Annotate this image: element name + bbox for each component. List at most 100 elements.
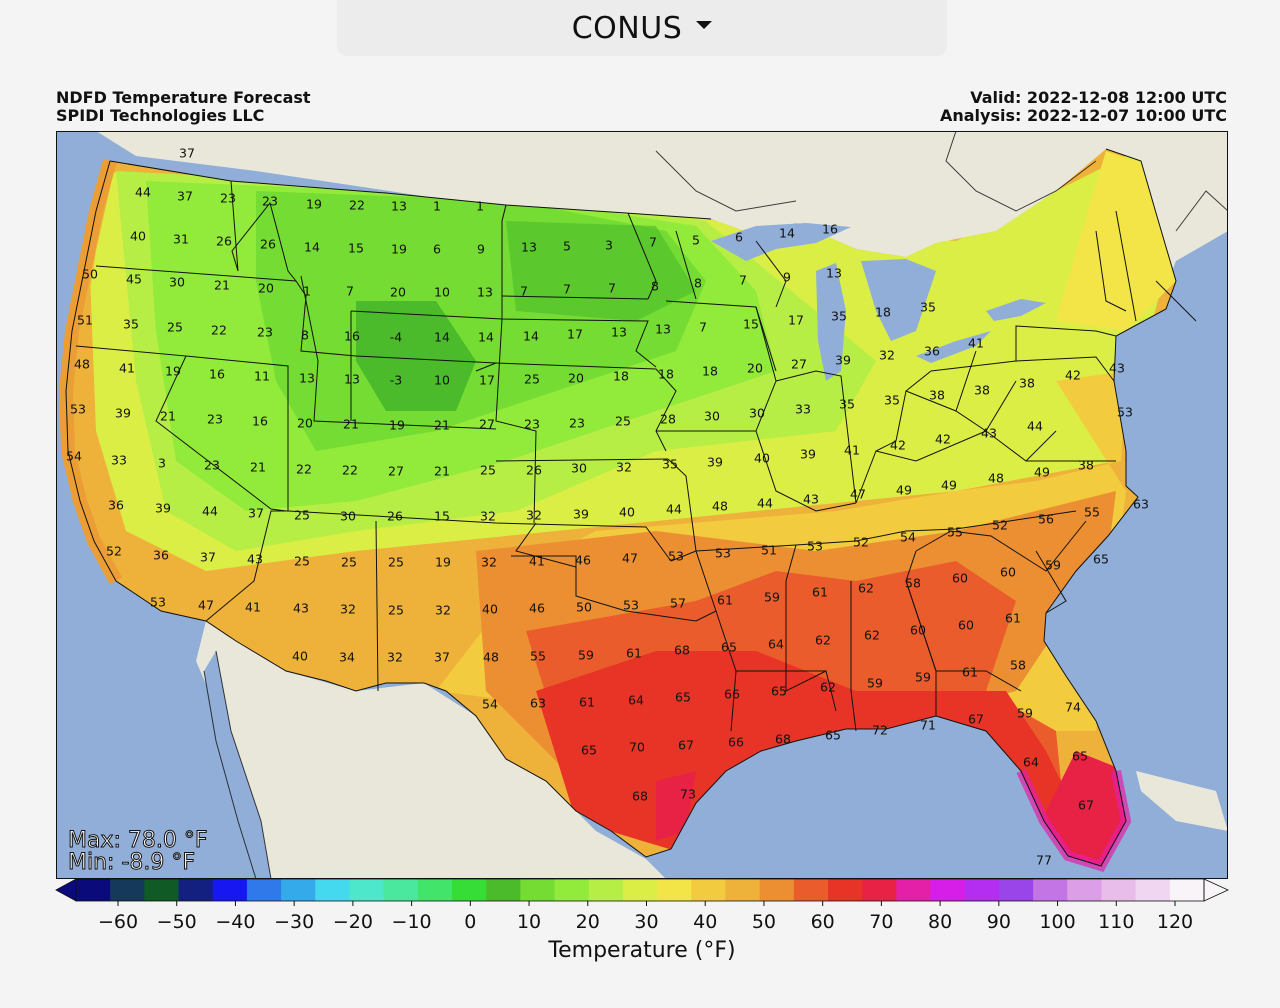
station-label: 3 xyxy=(158,456,166,471)
station-label: 1 xyxy=(476,199,484,214)
colorbar-tick-label: 80 xyxy=(928,911,952,933)
station-label: 20 xyxy=(258,281,274,296)
station-label: 23 xyxy=(220,191,236,206)
station-label: 43 xyxy=(803,492,819,507)
colorbar-tick-label: −20 xyxy=(333,911,373,933)
station-label: 32 xyxy=(616,460,632,475)
station-label: 35 xyxy=(920,300,936,315)
colorbar-swatch xyxy=(520,879,556,901)
station-label: 13 xyxy=(611,325,627,340)
station-label: 54 xyxy=(900,530,916,545)
station-label: 19 xyxy=(306,197,322,212)
station-label: 9 xyxy=(783,270,791,285)
station-label: 36 xyxy=(108,498,124,513)
station-label: 65 xyxy=(581,743,597,758)
station-label: 16 xyxy=(822,222,838,237)
station-label: 26 xyxy=(260,237,276,252)
colorbar-swatch xyxy=(964,879,1000,901)
station-label: 48 xyxy=(483,650,499,665)
station-label: 30 xyxy=(749,406,765,421)
colorbar-swatch xyxy=(930,879,966,901)
station-label: 43 xyxy=(293,601,309,616)
colorbar-swatch xyxy=(486,879,521,901)
station-label: 3 xyxy=(605,238,613,253)
station-label: 70 xyxy=(629,740,645,755)
colorbar-min-extend xyxy=(55,878,77,902)
station-label: 27 xyxy=(388,464,404,479)
station-label: 46 xyxy=(575,553,591,568)
station-label: 53 xyxy=(668,549,684,564)
region-dropdown-label: CONUS xyxy=(571,10,683,46)
station-label: 14 xyxy=(523,329,539,344)
colorbar-swatch xyxy=(1033,879,1068,901)
station-label: 68 xyxy=(632,789,648,804)
colorbar-swatch xyxy=(828,879,863,901)
station-label: 56 xyxy=(1038,512,1054,527)
colorbar-swatch xyxy=(1101,879,1137,901)
station-label: 35 xyxy=(662,457,678,472)
station-label: 61 xyxy=(962,665,978,680)
station-label: 62 xyxy=(864,628,880,643)
station-label: 47 xyxy=(198,598,214,613)
station-label: 49 xyxy=(1034,465,1050,480)
colorbar-tick-label: 70 xyxy=(869,911,893,933)
station-label: 22 xyxy=(342,463,358,478)
station-label: 30 xyxy=(571,461,587,476)
station-label: 44 xyxy=(1027,419,1043,434)
station-label: 48 xyxy=(988,471,1004,486)
colorbar-tick-label: −30 xyxy=(274,911,314,933)
station-label: 32 xyxy=(340,602,356,617)
colorbar-swatch xyxy=(281,879,316,901)
station-label: 10 xyxy=(434,285,450,300)
station-label: 15 xyxy=(434,509,450,524)
state-boundaries xyxy=(65,148,1197,867)
station-label: 20 xyxy=(297,416,313,431)
station-label: 7 xyxy=(608,281,616,296)
colorbar-swatch xyxy=(691,879,726,901)
station-label: 64 xyxy=(768,637,784,652)
station-label: 54 xyxy=(482,697,498,712)
station-label: 23 xyxy=(524,417,540,432)
station-label: 50 xyxy=(576,600,592,615)
station-label: 17 xyxy=(788,313,804,328)
colorbar-tick-label: 50 xyxy=(752,911,776,933)
station-label: 52 xyxy=(106,544,122,559)
station-label: 7 xyxy=(346,284,354,299)
station-label: 7 xyxy=(520,284,528,299)
station-label: 32 xyxy=(435,603,451,618)
colorbar-swatch xyxy=(144,879,180,901)
region-dropdown[interactable]: CONUS xyxy=(337,0,947,56)
station-label: 62 xyxy=(858,581,874,596)
station-label: 7 xyxy=(739,273,747,288)
station-label: 23 xyxy=(257,325,273,340)
station-label: 40 xyxy=(754,451,770,466)
station-label: 60 xyxy=(958,618,974,633)
station-label: 33 xyxy=(111,453,127,468)
mexico-landmass xyxy=(196,621,666,879)
colorbar-swatch xyxy=(315,879,350,901)
station-label: 65 xyxy=(1072,749,1088,764)
station-label: 48 xyxy=(74,357,90,372)
caribbean-islands xyxy=(1136,771,1228,831)
station-label: 36 xyxy=(153,548,169,563)
colorbar-tick-label: 120 xyxy=(1157,911,1193,933)
station-label: 53 xyxy=(70,402,86,417)
station-label: 13 xyxy=(477,285,493,300)
station-label: 46 xyxy=(529,601,545,616)
colorbar-swatch xyxy=(246,879,282,901)
station-label: 67 xyxy=(678,738,694,753)
station-label: 50 xyxy=(82,267,98,282)
station-label: 41 xyxy=(844,443,860,458)
colorbar-swatch xyxy=(417,879,453,901)
station-label: -3 xyxy=(390,373,402,388)
station-label: 62 xyxy=(820,680,836,695)
station-label: 26 xyxy=(216,234,232,249)
station-label: 47 xyxy=(622,551,638,566)
colorbar-tick-label: 110 xyxy=(1098,911,1134,933)
station-label: 7 xyxy=(649,235,657,250)
station-label: 67 xyxy=(968,712,984,727)
station-label: 18 xyxy=(702,364,718,379)
colorbar-tick-label: 0 xyxy=(464,911,476,933)
station-label: 10 xyxy=(434,373,450,388)
station-label: 39 xyxy=(115,406,131,421)
